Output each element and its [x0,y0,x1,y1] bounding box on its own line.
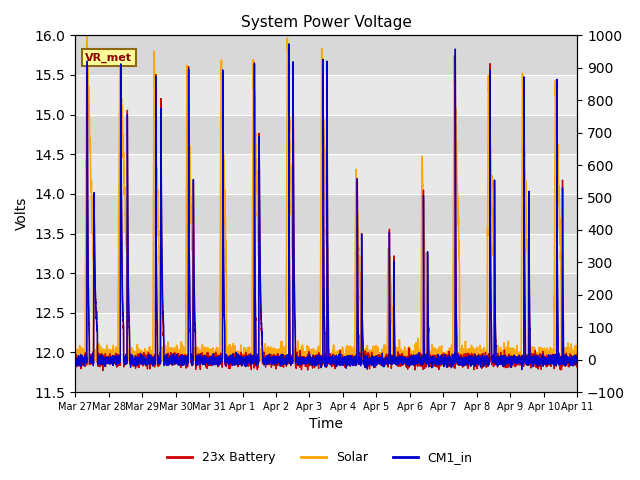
Legend: 23x Battery, Solar, CM1_in: 23x Battery, Solar, CM1_in [163,446,477,469]
Y-axis label: Volts: Volts [15,197,29,230]
Title: System Power Voltage: System Power Voltage [241,15,412,30]
Bar [75,194,577,234]
Bar [75,115,577,154]
X-axis label: Time: Time [309,418,343,432]
Text: VR_met: VR_met [85,52,132,62]
Bar [75,75,577,115]
Bar [75,273,577,313]
Bar [75,234,577,273]
Bar [75,313,577,352]
Bar [75,352,577,392]
Bar [75,154,577,194]
Bar [75,36,577,75]
